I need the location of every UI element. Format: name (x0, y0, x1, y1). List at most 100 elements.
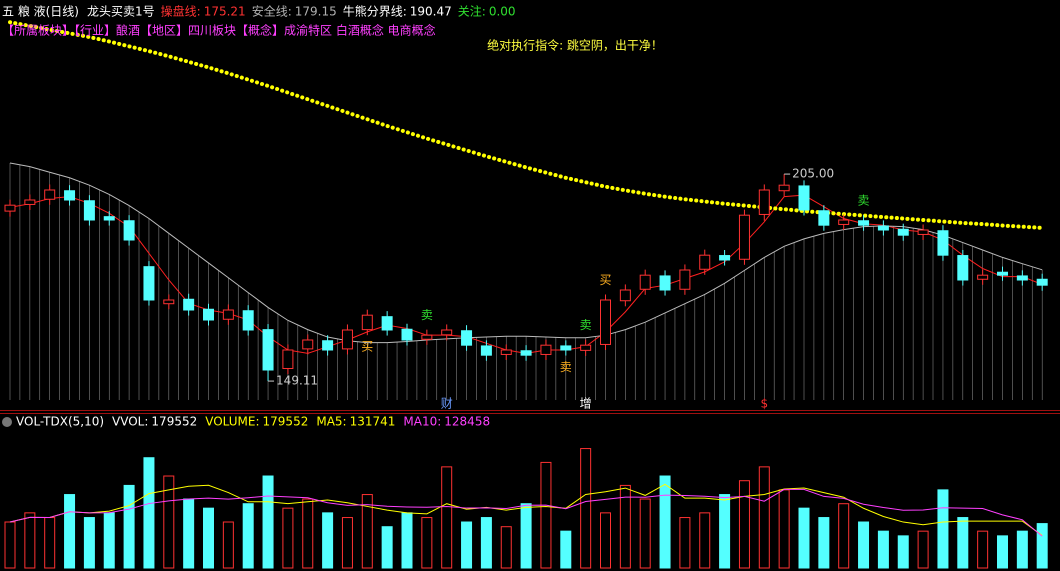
volume-bar (242, 503, 254, 569)
signal-label: 卖 (580, 318, 592, 332)
volume-bar (441, 466, 453, 569)
candle-body (600, 299, 611, 345)
signal-label: 买 (361, 340, 373, 354)
candle-body (361, 314, 373, 331)
legend-value: 128458 (444, 415, 490, 429)
candle-body (302, 339, 314, 350)
volume-bar (659, 475, 671, 569)
volume-bar (639, 498, 651, 569)
safety-line (9, 162, 1043, 344)
volume-bar (83, 517, 95, 569)
volume-title: VOL-TDX(5,10) (16, 415, 104, 429)
candle-body (480, 345, 492, 356)
candle-body (500, 349, 512, 355)
candle-body (897, 228, 909, 236)
volume-bar (897, 535, 909, 569)
volume-ma-line (9, 488, 1043, 537)
candle-body (639, 274, 651, 290)
candle-body (282, 349, 294, 370)
volume-bar (738, 480, 750, 569)
volume-bar (758, 466, 770, 569)
bull-bear-line (8, 20, 1045, 230)
volume-bar (64, 494, 76, 569)
candle-body (917, 229, 929, 235)
candle-body (520, 350, 532, 356)
legend-name: 牛熊分界线: (343, 4, 407, 19)
signal-label: 买 (599, 273, 611, 287)
legend-name: 操盘线: (161, 4, 201, 19)
volume-bar (937, 489, 949, 569)
volume-bar (719, 494, 731, 569)
panel-toggle[interactable] (2, 417, 12, 427)
candle-body (798, 185, 810, 211)
legend-name: MA5: (316, 415, 346, 429)
candle-body (679, 269, 691, 290)
annotation: 绝对执行指令: 跳空阴，出干净！ (487, 38, 663, 53)
volume-bar (1016, 530, 1028, 569)
legend-value: 0.00 (489, 5, 516, 19)
candle-body (461, 330, 473, 346)
candle-body (262, 329, 274, 371)
volume-bar (699, 512, 711, 569)
event-label: $ (760, 397, 768, 411)
candle-body (619, 289, 631, 302)
volume-bar (203, 507, 214, 569)
volume-bar (262, 475, 274, 569)
volume-bar (957, 517, 969, 569)
candle-body (1016, 275, 1028, 281)
volume-bar (778, 489, 790, 569)
candle-body (222, 309, 234, 320)
volume-bar (619, 484, 631, 569)
legend-name: VOLUME: (205, 415, 259, 429)
volume-bar (24, 512, 36, 569)
candle-body (858, 220, 870, 226)
legend-value: 131741 (350, 415, 396, 429)
candle-body (659, 275, 671, 291)
volume-bar (282, 507, 294, 569)
candle-body (401, 328, 413, 341)
volume-bar (858, 521, 870, 569)
volume-bar (44, 517, 56, 569)
legend-name: 安全线: (252, 4, 292, 19)
candle-body (977, 274, 989, 280)
candle-body (818, 210, 830, 226)
volume-bar (917, 530, 929, 569)
candle-body (1036, 278, 1048, 286)
volume-bar (103, 512, 115, 569)
candle-body (44, 189, 56, 200)
volume-bar (183, 498, 195, 569)
candle-body (877, 225, 889, 231)
signal-label: 卖 (421, 308, 433, 322)
volume-bar (163, 475, 175, 569)
volume-bar (341, 517, 353, 569)
candle-body (738, 214, 750, 260)
legend-name: VVOL: (112, 415, 148, 429)
volume-bar (560, 530, 572, 569)
event-label: 财 (441, 397, 453, 411)
candle-body (957, 255, 969, 281)
volume-bar (302, 498, 314, 569)
candle-body (381, 316, 393, 331)
volume-bar (500, 526, 512, 569)
volume-bar (877, 530, 889, 569)
candle-body (183, 298, 195, 311)
volume-bar (322, 512, 334, 569)
volume-bar (1036, 523, 1048, 569)
candle-body (441, 329, 453, 336)
candle-body (143, 266, 155, 301)
legend-value: 175.21 (204, 5, 246, 19)
candle-body (322, 340, 334, 351)
candle-body (580, 344, 592, 351)
indicator-name: 龙头买卖1号 (87, 5, 155, 19)
candle-body (778, 184, 790, 192)
candle-body (242, 310, 254, 331)
volume-bar (461, 521, 473, 569)
legend-value: 179.15 (295, 5, 337, 19)
volume-bar (580, 448, 592, 569)
candle-body (560, 345, 572, 351)
candle-body (997, 271, 1008, 276)
volume-bar (4, 521, 16, 569)
volume-bar (600, 512, 611, 569)
